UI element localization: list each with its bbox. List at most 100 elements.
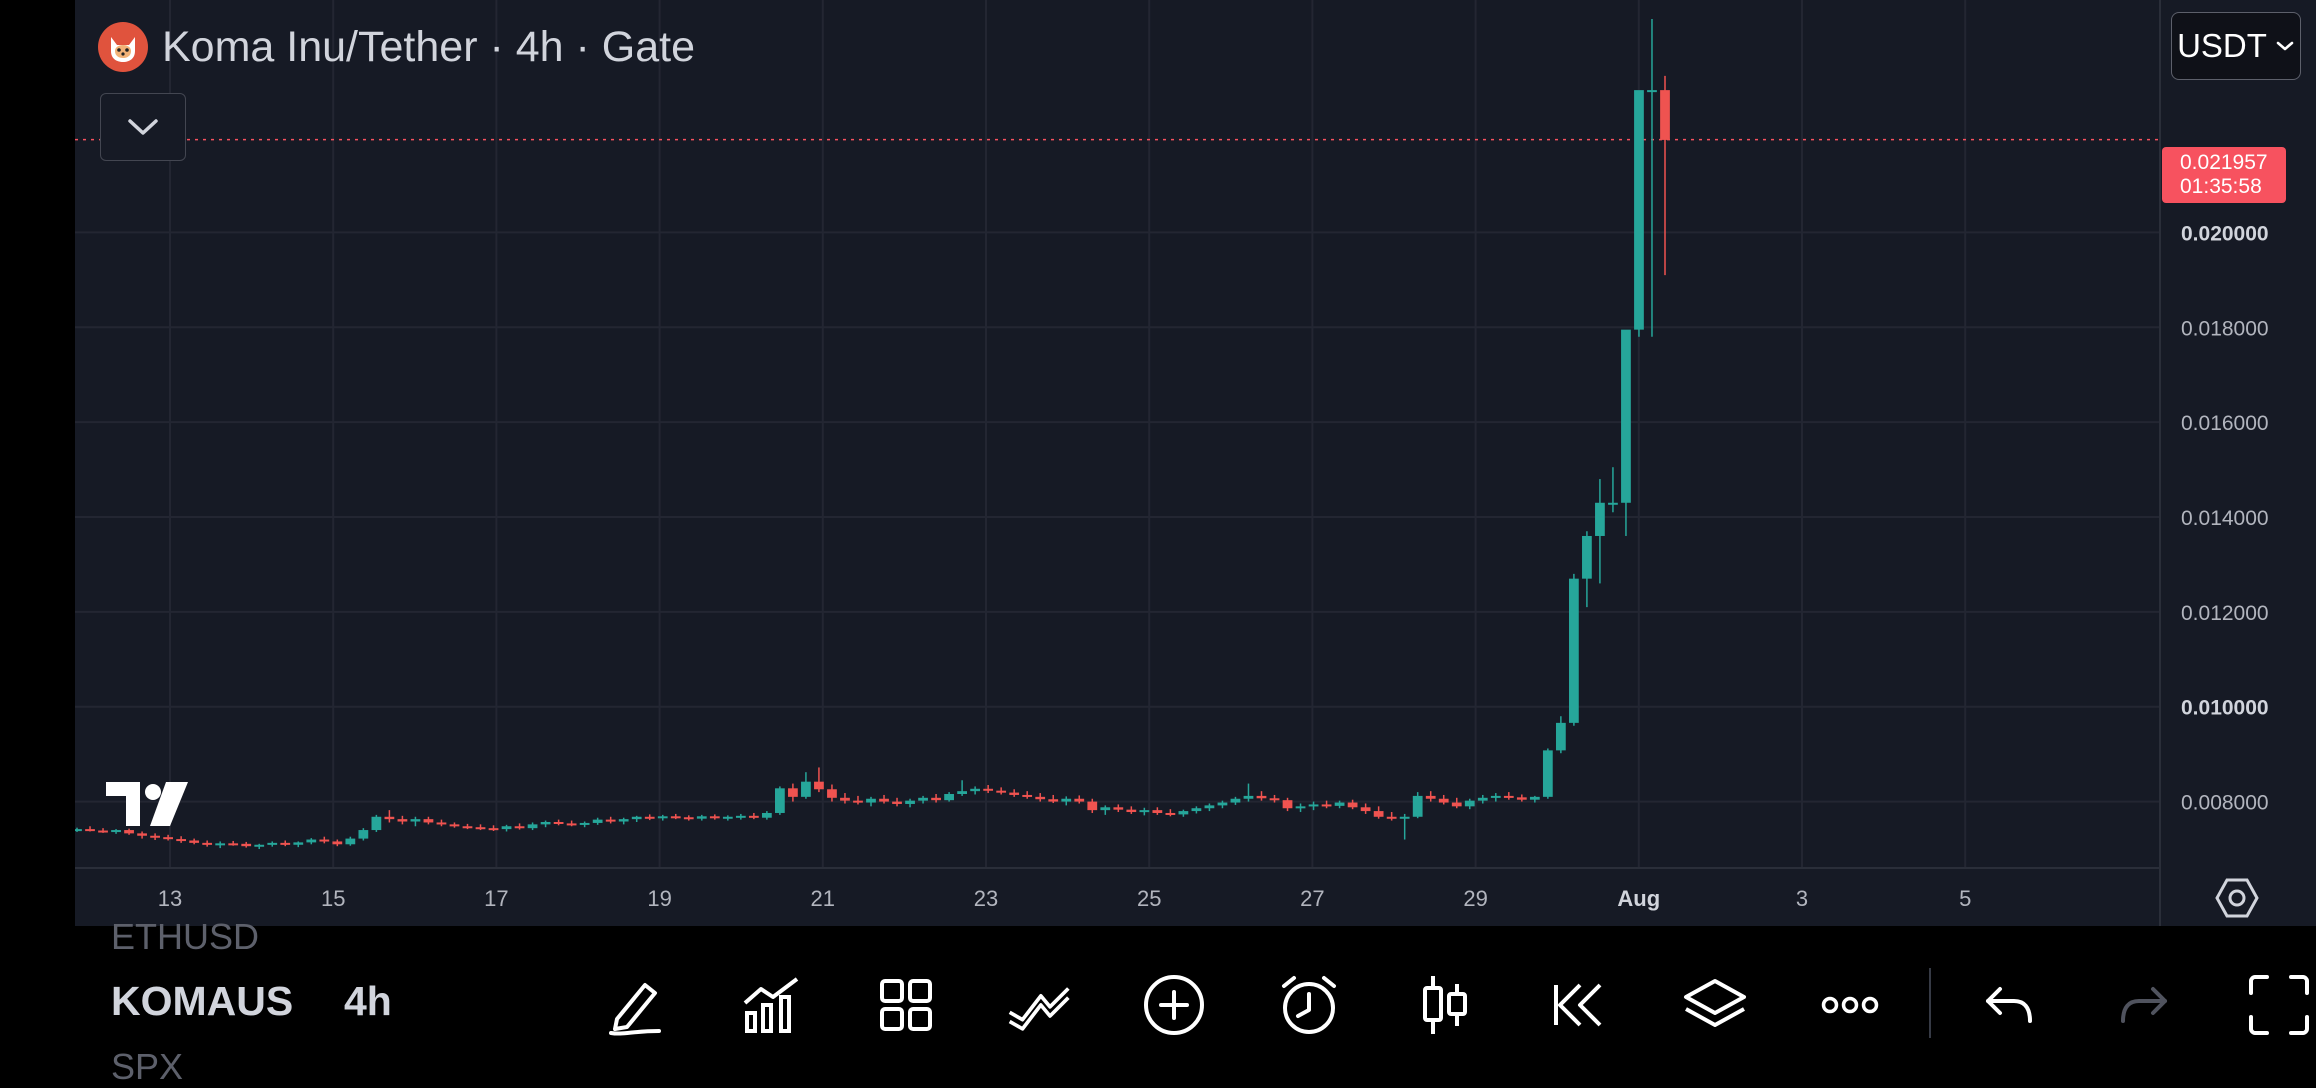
candle — [137, 831, 147, 839]
candle — [1529, 795, 1540, 803]
chart-panel[interactable]: 0.008000 0.010000 0.012000 0.014000 0.016000… — [75, 0, 2316, 926]
candle — [1360, 803, 1371, 814]
candle — [1595, 479, 1605, 584]
candle — [319, 836, 330, 844]
candle — [1634, 90, 1644, 337]
candle — [215, 841, 226, 849]
x-tick-label: 15 — [321, 886, 345, 911]
drawing-tools-button[interactable] — [602, 972, 668, 1038]
candle — [1035, 793, 1046, 802]
candlestick-chart[interactable]: 0.008000 0.010000 0.012000 0.014000 0.016000… — [75, 0, 2316, 926]
add-button[interactable] — [1141, 972, 1207, 1038]
candle — [970, 786, 981, 795]
candle — [1204, 803, 1215, 812]
undo-button[interactable] — [1976, 972, 2042, 1038]
layers-button[interactable] — [1682, 972, 1748, 1038]
symbol-picker-current[interactable]: KOMAUS — [111, 978, 294, 1024]
trend-line-button[interactable] — [1006, 972, 1072, 1038]
candle — [605, 816, 616, 824]
candle — [163, 834, 173, 841]
candle — [241, 841, 252, 848]
candle — [553, 819, 564, 826]
candle — [306, 838, 317, 845]
candle — [1022, 791, 1033, 799]
candle — [1178, 809, 1189, 817]
candle — [124, 828, 134, 835]
candle — [918, 795, 928, 804]
chart-header: Koma Inu/Tether · 4h · Gate — [98, 18, 695, 76]
candle — [631, 815, 642, 822]
candle — [358, 828, 369, 841]
candle — [957, 780, 967, 796]
candle — [267, 841, 278, 847]
candle — [1490, 793, 1501, 802]
candle — [670, 813, 681, 820]
x-tick-label: 13 — [158, 886, 182, 911]
chart-settings-button[interactable] — [2215, 876, 2259, 925]
candle — [189, 838, 200, 845]
candle — [1503, 792, 1514, 800]
x-tick-label: 3 — [1796, 886, 1808, 911]
fullscreen-button[interactable] — [2246, 972, 2312, 1038]
candle — [814, 767, 824, 793]
candle — [332, 839, 343, 847]
candle — [1243, 783, 1254, 802]
candle — [1425, 791, 1436, 802]
interval-selector[interactable]: 4h — [344, 978, 392, 1024]
candle — [384, 810, 395, 823]
candle — [905, 798, 915, 808]
candle — [1608, 467, 1618, 513]
hexagon-settings-icon — [2215, 878, 2259, 918]
alerts-button[interactable] — [1276, 972, 1342, 1038]
candle — [892, 797, 902, 807]
indicators-button[interactable] — [738, 972, 804, 1038]
symbol-picker-next[interactable]: SPX — [111, 1046, 184, 1087]
x-tick-label: 21 — [811, 886, 835, 911]
candle — [1100, 805, 1111, 815]
symbol-title[interactable]: Koma Inu/Tether · 4h · Gate — [162, 22, 695, 71]
candle — [1542, 748, 1553, 799]
candle — [1256, 791, 1267, 801]
layouts-button[interactable] — [873, 972, 939, 1038]
candle — [254, 843, 265, 850]
candle — [1477, 794, 1488, 804]
replay-button[interactable] — [1547, 972, 1613, 1038]
candle — [85, 826, 95, 832]
candle — [1334, 800, 1345, 809]
candle — [866, 796, 876, 807]
candle — [1048, 794, 1059, 804]
tradingview-logo-icon[interactable] — [106, 782, 192, 833]
y-tick-label: 0.020000 — [2181, 222, 2269, 245]
trend-line-icon — [1008, 987, 1070, 1031]
more-button[interactable] — [1817, 972, 1883, 1038]
candle — [931, 794, 941, 803]
candle — [1516, 794, 1527, 802]
candle — [592, 817, 603, 825]
candle — [371, 814, 382, 832]
y-tick-label: 0.010000 — [2181, 697, 2269, 720]
candle — [501, 824, 512, 832]
fullscreen-icon — [2249, 975, 2309, 1035]
x-tick-label: 25 — [1137, 886, 1161, 911]
pencil-icon — [609, 983, 661, 1036]
candle — [1113, 804, 1124, 813]
candle — [1373, 806, 1384, 819]
rewind-icon — [1554, 983, 1602, 1027]
y-tick-label: 0.014000 — [2181, 507, 2269, 530]
collapse-legend-button[interactable] — [100, 93, 186, 161]
candle — [111, 829, 121, 834]
candle — [1217, 800, 1228, 809]
candle — [1191, 806, 1202, 814]
chevron-down-icon — [128, 119, 158, 135]
chart-type-button[interactable] — [1412, 972, 1478, 1038]
candle — [1295, 803, 1306, 813]
candle — [696, 814, 707, 821]
candle — [1386, 812, 1397, 821]
symbol-picker-prev[interactable]: ETHUSD — [111, 916, 260, 957]
candle — [436, 819, 447, 827]
currency-selector[interactable]: USDT — [2171, 12, 2301, 80]
candle — [1269, 794, 1280, 803]
candle — [1582, 531, 1592, 608]
y-tick-label: 0.008000 — [2181, 792, 2269, 815]
candle — [1451, 797, 1462, 809]
